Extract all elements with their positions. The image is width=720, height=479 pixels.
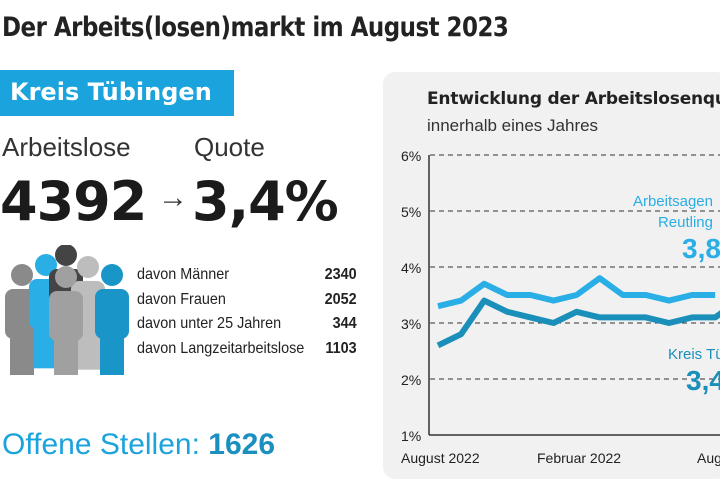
series-value-agentur: 3,8% — [682, 233, 720, 264]
series-line-kreis — [436, 297, 720, 349]
item-label: davon Langzeitarbeitslose — [137, 339, 305, 357]
person-figure — [95, 264, 129, 375]
y-tick-label: 2% — [401, 372, 421, 388]
item-value: 1103 — [325, 339, 357, 357]
item-label: davon Männer — [137, 266, 230, 283]
offene-label: Offene Stellen: — [2, 428, 200, 461]
arbeitslose-value: 4392 — [0, 170, 147, 233]
series-line-agentur — [437, 275, 716, 310]
breakdown-list: davon Männer 2340 davon Frauen 2052 davon … — [137, 266, 357, 364]
page-title: Der Arbeits(losen)markt im August 2023 — [2, 12, 509, 43]
y-tick-label: 4% — [401, 260, 421, 276]
item-label: davon Frauen — [137, 290, 226, 308]
list-item: davon Frauen 2052 — [137, 291, 357, 316]
series-label-kreis: Kreis Tü — [668, 346, 720, 363]
region-badge: Kreis Tübingen — [0, 70, 234, 116]
list-item: davon Langzeitarbeitslose 1103 — [137, 340, 357, 365]
people-icon — [5, 245, 129, 375]
offene-value: 1626 — [208, 428, 276, 461]
series-label-agentur: Arbeitsagen — [633, 193, 713, 210]
y-tick-label: 1% — [401, 428, 421, 444]
x-tick-label: Augu — [697, 450, 720, 466]
item-value: 2340 — [324, 266, 357, 283]
chart-title: Entwicklung der Arbeitslosenqu — [427, 89, 720, 109]
chart-panel — [383, 72, 720, 479]
quote-label: Quote — [194, 132, 265, 162]
list-item: davon unter 25 Jahren 344 — [137, 315, 357, 340]
arrow-icon: → — [158, 181, 188, 214]
x-tick-label: Februar 2022 — [537, 450, 621, 466]
y-tick-label: 6% — [401, 148, 421, 164]
person-figure — [49, 266, 83, 375]
y-tick-label: 5% — [401, 204, 421, 220]
series-value-kreis: 3,4 — [686, 365, 720, 396]
arbeitslose-label: Arbeitslose — [2, 132, 131, 162]
series-label-agentur-2: Reutling — [658, 214, 713, 231]
item-label: davon unter 25 Jahren — [137, 315, 282, 332]
list-item: davon Männer 2340 — [137, 266, 357, 291]
item-value: 344 — [332, 315, 357, 332]
quote-value: 3,4% — [192, 170, 339, 233]
item-value: 2052 — [324, 290, 357, 308]
y-tick-label: 3% — [401, 316, 421, 332]
chart-subtitle: innerhalb eines Jahres — [427, 116, 598, 135]
x-tick-label: August 2022 — [401, 450, 480, 466]
offene-stellen: Offene Stellen: 1626 — [2, 428, 275, 462]
